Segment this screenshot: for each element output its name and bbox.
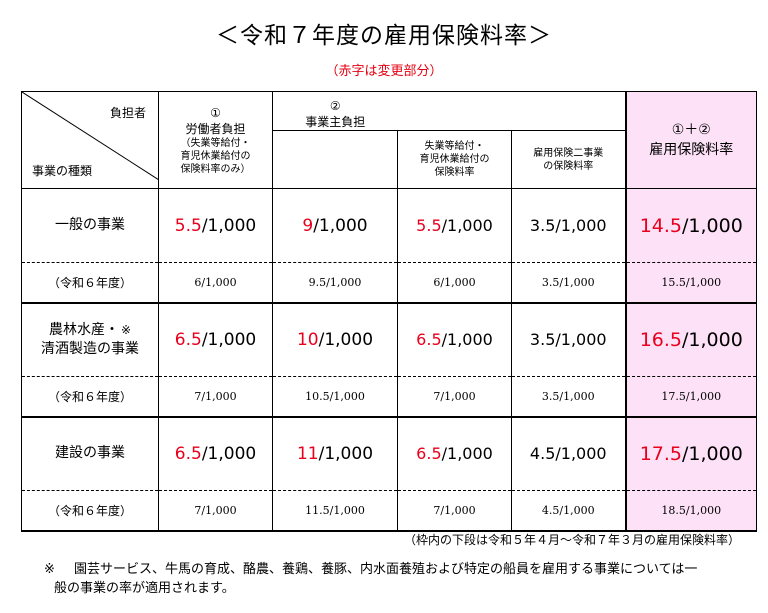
prev-label: （令和６年度）	[21, 490, 159, 532]
footnote-period: （枠内の下段は令和５年４月～令和７年３月の雇用保険料率）	[403, 533, 740, 547]
header-worker-note1: （失業等給付・	[180, 137, 251, 149]
header-employer-title: 事業主負担	[305, 115, 366, 129]
header-two: 雇用保険二事業 の保険料率	[511, 130, 626, 189]
two-rate: 3.5/1,000	[511, 188, 626, 263]
diagonal-line	[22, 92, 159, 180]
worker-rate: 5.5/1,000	[158, 188, 273, 263]
header-unemp-2: 育児休業給付の	[419, 154, 490, 165]
prev-unemp: 7/1,000	[397, 376, 512, 418]
header-employer-span	[397, 91, 626, 131]
unemp-rate: 5.5/1,000	[397, 188, 512, 263]
prev-total: 18.5/1,000	[624, 490, 757, 532]
footnote-mark: ※	[44, 562, 55, 577]
unemp-rate: 6.5/1,000	[397, 302, 512, 377]
header-unemp-3: 保険料率	[434, 167, 475, 178]
employer-rate: 9/1,000	[272, 188, 398, 263]
prev-two: 3.5/1,000	[511, 262, 626, 304]
prev-worker: 7/1,000	[158, 490, 273, 532]
table-row: 建設の事業 6.5/1,000 11/1,000 6.5/1,000 4.5/1…	[21, 416, 757, 491]
prev-two: 3.5/1,000	[511, 376, 626, 418]
table-row: 農林水産・ ※ 清酒製造の事業 6.5/1,000 10/1,000 6.5/1,…	[21, 302, 757, 377]
row-label: 農林水産・ ※ 清酒製造の事業	[21, 302, 159, 377]
header-worker-note2: 育児休業給付の	[180, 150, 251, 162]
header-worker-title: 労働者負担	[185, 121, 246, 136]
header-total-title: 雇用保険料率	[649, 142, 734, 158]
header-kind: 事業の種類	[32, 164, 93, 178]
employer-rate: 10/1,000	[272, 302, 398, 377]
table-row-prev: （令和６年度） 7/1,000 11.5/1,000 7/1,000 4.5/1…	[21, 490, 757, 532]
prev-worker: 6/1,000	[158, 262, 273, 304]
header-total-num: ①＋②	[671, 122, 711, 138]
two-rate: 4.5/1,000	[511, 416, 626, 491]
footnote-text-1: 園芸サービス、牛馬の育成、酪農、養鶏、養豚、内水面養殖および特定の船員を雇用する…	[74, 562, 698, 577]
header-worker-num: ①	[210, 105, 221, 120]
prev-employer: 9.5/1,000	[272, 262, 398, 304]
row-label: 建設の事業	[21, 416, 159, 491]
header-total: ①＋② 雇用保険料率	[624, 91, 757, 189]
header-unemp: 失業等給付・ 育児休業給付の 保険料率	[397, 130, 512, 189]
worker-rate: 6.5/1,000	[158, 416, 273, 491]
row-label: 一般の事業	[21, 188, 159, 263]
table-row-prev: （令和６年度） 6/1,000 9.5/1,000 6/1,000 3.5/1,…	[21, 262, 757, 304]
footnote-note: ※ 園芸サービス、牛馬の育成、酪農、養鶏、養豚、内水面養殖および特定の船員を雇用…	[44, 560, 744, 598]
header-diagonal-cell: 負担者 事業の種類	[21, 91, 159, 189]
unemp-rate: 6.5/1,000	[397, 416, 512, 491]
two-rate: 3.5/1,000	[511, 302, 626, 377]
worker-rate: 6.5/1,000	[158, 302, 273, 377]
total-rate: 14.5/1,000	[624, 188, 757, 263]
rate-table: 負担者 事業の種類 ① 労働者負担 （失業等給付・ 育児休業給付の 保険料率のみ…	[21, 91, 757, 532]
header-worker-note3: 保険料率のみ）	[180, 163, 251, 175]
header-unemp-1: 失業等給付・	[424, 141, 485, 152]
table-row-prev: （令和６年度） 7/1,000 10.5/1,000 7/1,000 3.5/1…	[21, 376, 757, 418]
header-two-1: 雇用保険二事業	[533, 147, 604, 159]
prev-employer: 10.5/1,000	[272, 376, 398, 418]
page-title: ＜令和７年度の雇用保険料率＞	[216, 23, 552, 49]
employer-rate: 11/1,000	[272, 416, 398, 491]
prev-worker: 7/1,000	[158, 376, 273, 418]
footnote-text-2: 般の事業の率が適用されます。	[54, 581, 235, 596]
prev-unemp: 6/1,000	[397, 262, 512, 304]
prev-total: 17.5/1,000	[624, 376, 757, 418]
header-burden: 負担者	[109, 106, 146, 120]
total-rate: 17.5/1,000	[624, 416, 757, 491]
header-employer-blank	[272, 130, 398, 189]
prev-unemp: 7/1,000	[397, 490, 512, 532]
header-worker: ① 労働者負担 （失業等給付・ 育児休業給付の 保険料率のみ）	[158, 91, 273, 189]
prev-label: （令和６年度）	[21, 262, 159, 304]
note-star: ※	[120, 322, 132, 337]
total-rate: 16.5/1,000	[624, 302, 757, 377]
header-two-2: の保険料率	[543, 160, 594, 172]
prev-employer: 11.5/1,000	[272, 490, 398, 532]
prev-two: 4.5/1,000	[511, 490, 626, 532]
page-subtitle: （赤字は変更部分）	[325, 64, 443, 79]
prev-label: （令和６年度）	[21, 376, 159, 418]
header-employer: ② 事業主負担	[272, 91, 398, 131]
header-employer-num: ②	[329, 99, 341, 113]
prev-total: 15.5/1,000	[624, 262, 757, 304]
table-row: 一般の事業 5.5/1,000 9/1,000 5.5/1,000 3.5/1,…	[21, 188, 757, 263]
